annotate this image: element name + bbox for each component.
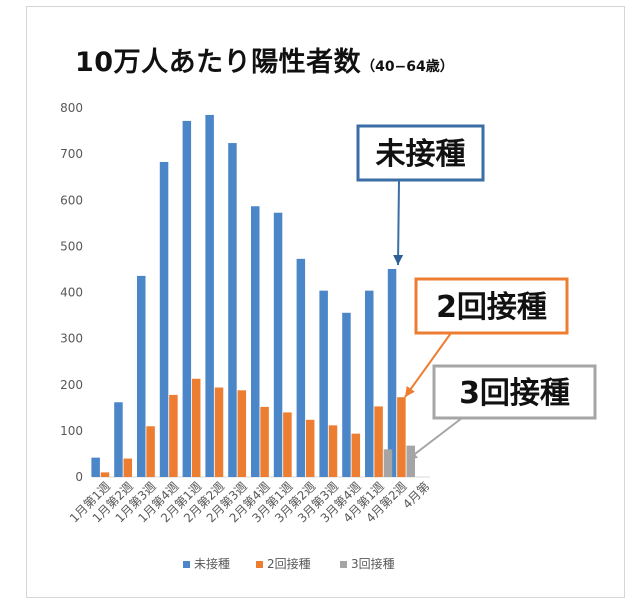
annotation-arrow xyxy=(404,332,452,398)
annotation-label: 2回接種 xyxy=(436,290,547,325)
y-tick-label: 500 xyxy=(60,239,83,253)
bar-unvaccinated xyxy=(342,312,351,477)
legend-item: 未接種 xyxy=(194,556,230,571)
annotation-box xyxy=(432,364,597,420)
y-tick-label: 200 xyxy=(60,378,83,392)
bar-unvaccinated xyxy=(205,114,214,477)
bar-two-dose xyxy=(146,426,155,477)
chart-title: 10万人あたり陽性者数 xyxy=(75,47,362,78)
bar-unvaccinated xyxy=(137,275,146,477)
chart-subtitle: （40−64歳） xyxy=(361,59,454,75)
y-tick-label: 100 xyxy=(60,424,83,438)
bar-unvaccinated xyxy=(114,402,123,477)
bar-two-dose xyxy=(283,412,292,477)
bar-unvaccinated xyxy=(296,258,306,477)
legend-swatch xyxy=(340,561,347,568)
bar-two-dose xyxy=(191,378,201,477)
bar-unvaccinated xyxy=(91,457,100,477)
annotation-label: 未接種 xyxy=(376,137,466,172)
bar-three-dose xyxy=(406,445,415,477)
bar-unvaccinated xyxy=(319,290,328,477)
bar-two-dose xyxy=(214,387,224,477)
annotation-label: 3回接種 xyxy=(459,376,570,411)
y-tick-label: 400 xyxy=(60,286,83,300)
legend-item: 2回接種 xyxy=(267,556,311,571)
annotation-box xyxy=(414,277,569,335)
bar-two-dose xyxy=(305,419,315,477)
bar-three-dose xyxy=(383,449,393,477)
legend-swatch xyxy=(256,561,263,568)
bar-unvaccinated xyxy=(159,161,169,477)
bar-two-dose xyxy=(100,472,110,477)
annotation-box xyxy=(356,124,485,182)
bar-unvaccinated xyxy=(365,290,374,477)
bar-two-dose xyxy=(397,397,406,477)
y-tick-label: 600 xyxy=(60,193,83,207)
bar-unvaccinated xyxy=(182,120,192,477)
bar-unvaccinated xyxy=(251,206,260,477)
annotation-arrow xyxy=(397,179,400,266)
annotation-arrowhead xyxy=(407,449,418,460)
chart-title-block: 10万人あたり陽性者数（40−64歳） xyxy=(75,40,454,79)
legend-swatch xyxy=(183,561,190,568)
y-tick-label: 300 xyxy=(60,332,83,346)
bar-two-dose xyxy=(351,433,361,477)
annotation-arrow xyxy=(406,417,463,461)
bar-two-dose xyxy=(123,458,133,477)
bar-two-dose xyxy=(260,406,269,477)
bar-two-dose xyxy=(169,394,178,477)
bar-two-dose xyxy=(374,406,383,477)
annotation-arrowhead xyxy=(405,385,415,397)
bar-two-dose xyxy=(237,390,247,477)
bar-unvaccinated xyxy=(228,143,237,477)
y-tick-label: 0 xyxy=(75,470,83,484)
y-tick-label: 700 xyxy=(60,147,83,161)
annotation-arrowhead xyxy=(393,254,404,265)
bar-unvaccinated xyxy=(273,212,283,478)
bar-unvaccinated xyxy=(387,268,397,477)
bar-two-dose xyxy=(328,425,338,477)
legend-item: 3回接種 xyxy=(351,556,395,571)
y-tick-label: 800 xyxy=(60,101,83,115)
x-tick-label: 4月第 xyxy=(400,479,432,511)
